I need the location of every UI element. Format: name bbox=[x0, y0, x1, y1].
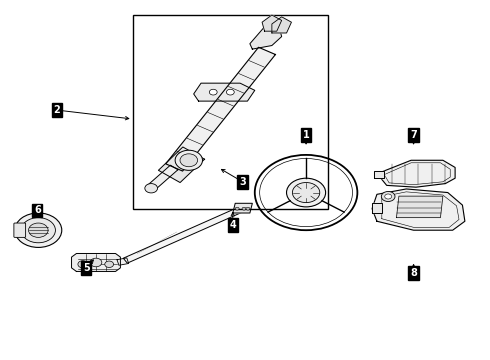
Circle shape bbox=[287, 178, 326, 207]
Polygon shape bbox=[146, 165, 178, 191]
Circle shape bbox=[180, 154, 197, 167]
Polygon shape bbox=[250, 24, 282, 49]
Circle shape bbox=[226, 89, 234, 95]
Text: 3: 3 bbox=[239, 177, 246, 187]
Polygon shape bbox=[272, 17, 292, 33]
Polygon shape bbox=[123, 206, 245, 263]
Polygon shape bbox=[379, 160, 455, 187]
Circle shape bbox=[28, 223, 48, 237]
Polygon shape bbox=[262, 15, 282, 31]
Polygon shape bbox=[374, 171, 384, 178]
Polygon shape bbox=[158, 147, 204, 183]
Circle shape bbox=[105, 261, 114, 267]
Text: 7: 7 bbox=[410, 130, 417, 140]
Polygon shape bbox=[372, 203, 382, 213]
Text: 6: 6 bbox=[34, 206, 41, 216]
Circle shape bbox=[78, 261, 88, 268]
Circle shape bbox=[90, 258, 102, 267]
Text: 4: 4 bbox=[229, 220, 236, 230]
Circle shape bbox=[381, 192, 395, 202]
Circle shape bbox=[242, 207, 246, 210]
Circle shape bbox=[209, 89, 217, 95]
Text: 1: 1 bbox=[303, 130, 310, 140]
FancyBboxPatch shape bbox=[14, 223, 25, 237]
Circle shape bbox=[235, 207, 239, 210]
Circle shape bbox=[15, 213, 62, 247]
Text: 5: 5 bbox=[83, 263, 90, 273]
Circle shape bbox=[21, 218, 55, 243]
Circle shape bbox=[175, 150, 202, 170]
Circle shape bbox=[385, 194, 392, 199]
Text: 8: 8 bbox=[410, 268, 417, 278]
Circle shape bbox=[246, 207, 250, 210]
Polygon shape bbox=[72, 253, 121, 271]
Polygon shape bbox=[117, 258, 129, 265]
Text: 2: 2 bbox=[53, 105, 60, 115]
Circle shape bbox=[145, 184, 158, 193]
Polygon shape bbox=[194, 83, 255, 101]
Circle shape bbox=[293, 183, 320, 203]
Polygon shape bbox=[396, 196, 443, 218]
Polygon shape bbox=[372, 189, 465, 230]
Bar bbox=[133, 15, 328, 209]
Polygon shape bbox=[233, 203, 252, 213]
Polygon shape bbox=[166, 47, 275, 171]
